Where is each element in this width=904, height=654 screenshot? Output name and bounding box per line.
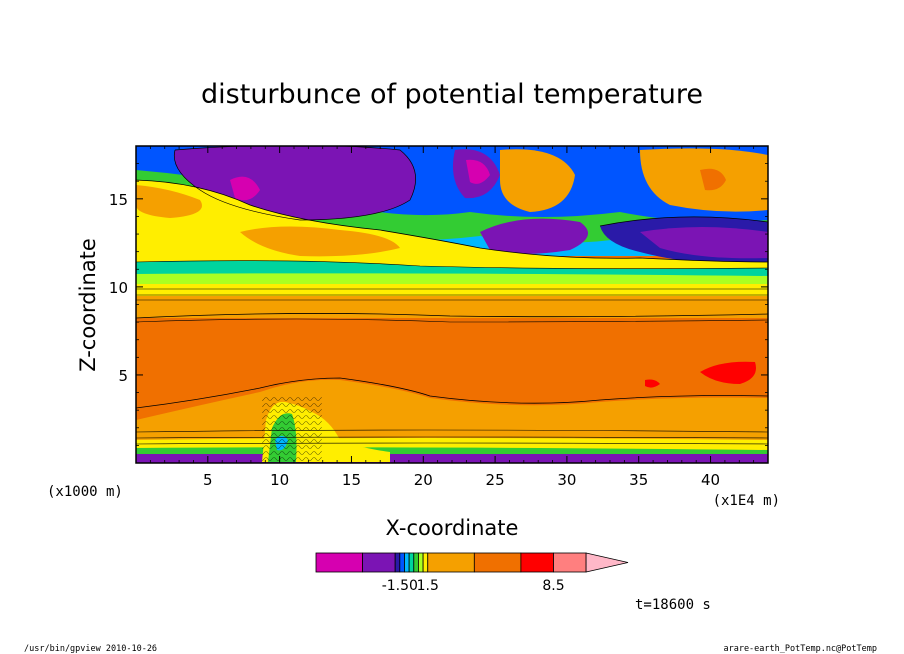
colorbar-label: -1.50 (382, 578, 418, 594)
colorbar-segment (408, 552, 415, 573)
colorbar-segment (413, 552, 419, 573)
colorbar-segment (394, 552, 401, 573)
x-axis-ticks: 5 10 15 20 25 30 35 40 (149, 146, 755, 489)
plot-axes: 5 10 15 20 25 30 35 40 5 10 15 (109, 145, 769, 489)
chart-title: disturbunce of potential temperature (201, 79, 703, 110)
x-tick-label: 20 (414, 471, 433, 489)
x-tick-label: 30 (557, 471, 576, 489)
footer-right: arare-earth_PotTemp.nc@PotTemp (723, 644, 877, 654)
colorbar-segment (473, 552, 522, 573)
colorbar-segment (422, 552, 429, 573)
x-tick-label: 10 (270, 471, 289, 489)
x-unit-left: (x1000 m) (47, 484, 123, 500)
y-tick-label: 5 (118, 367, 128, 385)
x-tick-label: 25 (486, 471, 505, 489)
x-tick-label: 5 (203, 471, 213, 489)
colorbar-label: 1.5 (417, 578, 439, 594)
colorbar-segment (418, 552, 424, 573)
y-tick-label: 15 (109, 191, 128, 209)
colorbar-segment (553, 552, 587, 573)
footer-left: /usr/bin/gpview 2010-10-26 (24, 644, 157, 654)
y-axis-label: Z-coordinate (76, 238, 100, 372)
x-tick-label: 40 (701, 471, 720, 489)
colorbar-segment (520, 552, 554, 573)
colorbar-segment (404, 552, 410, 573)
colorbar-segment (362, 552, 396, 573)
colorbar: -1.501.5 8.5 (315, 552, 629, 594)
x-tick-label: 15 (342, 471, 361, 489)
colorbar-segment (427, 552, 475, 573)
heatmap-field (136, 146, 768, 463)
x-axis-label: X-coordinate (386, 516, 519, 540)
time-label: t=18600 s (635, 597, 711, 613)
colorbar-segment (399, 552, 405, 573)
x-unit-right: (x1E4 m) (713, 493, 780, 509)
y-tick-label: 10 (109, 279, 128, 297)
colorbar-segment (315, 552, 363, 573)
colorbar-arrow (585, 552, 629, 573)
y-axis-ticks: 5 10 15 (109, 163, 768, 446)
colorbar-label: 8.5 (542, 578, 564, 594)
x-tick-label: 35 (629, 471, 648, 489)
